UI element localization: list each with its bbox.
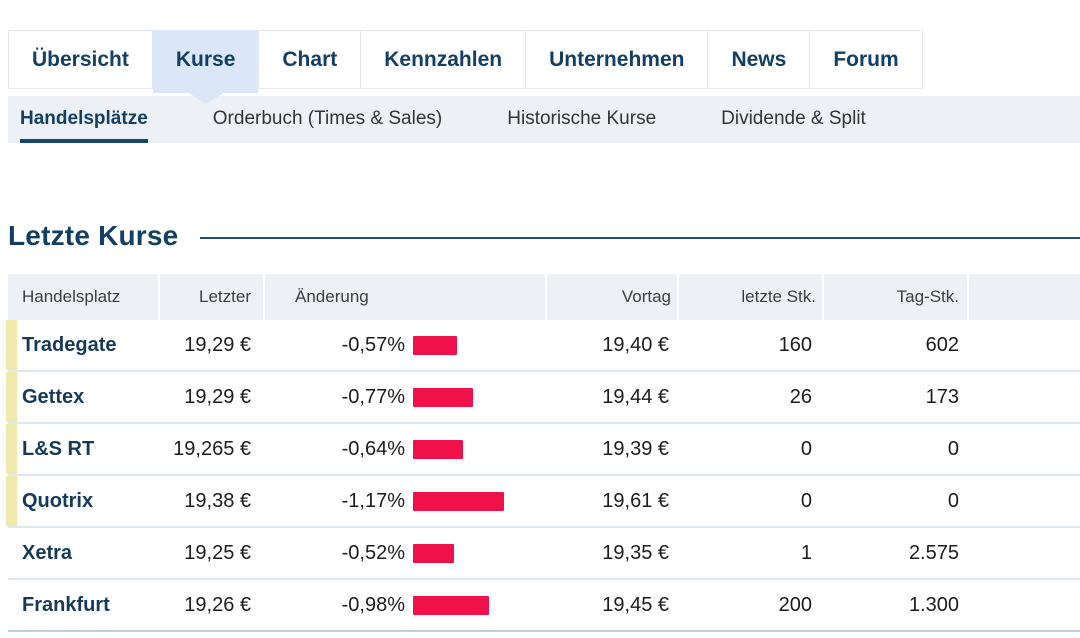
change-bar [413,439,463,459]
column-header-letzter: Letzter [158,274,263,320]
prev-close: 19,40 € [602,333,669,356]
change-percent: -1,17% [341,489,405,512]
prev-close: 19,39 € [602,437,669,460]
table-body: Tradegate 19,29 € -0,57% 19,40 € 160 602… [6,320,1080,632]
empty-cell [967,580,1080,630]
title-divider [200,237,1080,239]
change-percent: -0,57% [341,333,405,356]
prev-close: 19,35 € [602,541,669,564]
last-price: 19,29 € [184,385,251,408]
realtime-indicator [6,372,17,422]
table-row: Tradegate 19,29 € -0,57% 19,40 € 160 602 [6,320,1080,372]
last-quantity: 0 [800,489,812,512]
day-quantity: 2.575 [908,541,959,564]
day-quantity: 1.300 [908,593,959,616]
venue-link[interactable]: Frankfurt [22,593,110,616]
empty-cell [967,372,1080,422]
table-header: Handelsplatz Letzter Änderung Vortag letzte … [8,274,1080,320]
realtime-indicator [6,320,17,370]
empty-cell [967,320,1080,370]
last-quantity: 200 [778,593,812,616]
prev-close: 19,44 € [602,385,669,408]
tab-ubersicht[interactable]: Übersicht [8,30,152,89]
prev-close: 19,45 € [602,593,669,616]
venue-link[interactable]: L&S RT [22,437,95,460]
change-bar [413,491,504,511]
subtab-historische-kurse[interactable]: Historische Kurse [507,108,657,129]
sub-tabs: Handelsplätze Orderbuch (Times & Sales) Hi… [8,96,1080,143]
table-row: Gettex 19,29 € -0,77% 19,44 € 26 173 [6,372,1080,424]
tab-chart[interactable]: Chart [258,30,361,89]
tab-news[interactable]: News [707,30,810,89]
change-cell: -1,17% [263,476,545,526]
active-tab-extension [152,88,259,93]
last-price: 19,29 € [184,333,251,356]
realtime-indicator [6,476,17,526]
column-header-handelsplatz: Handelsplatz [22,287,121,306]
tab-unternehmen[interactable]: Unternehmen [525,30,708,89]
venue-link[interactable]: Quotrix [22,489,94,512]
change-cell: -0,64% [263,424,545,474]
last-price: 19,25 € [184,541,251,564]
change-cell: -0,77% [263,372,545,422]
tab-forum[interactable]: Forum [809,30,923,89]
column-header-anderung: Änderung [263,274,545,320]
change-percent: -0,64% [341,437,405,460]
change-percent: -0,98% [341,593,405,616]
venue-link[interactable]: Gettex [22,385,85,408]
column-header-vortag: Vortag [545,274,677,320]
prev-close: 19,61 € [602,489,669,512]
last-price: 19,26 € [184,593,251,616]
change-bar [413,543,454,563]
column-header-letzte-stk: letzte Stk. [677,274,822,320]
table-row: Quotrix 19,38 € -1,17% 19,61 € 0 0 [6,476,1080,528]
day-quantity: 0 [947,489,959,512]
last-price: 19,38 € [184,489,251,512]
change-bar [413,595,489,615]
subtab-dividende-split[interactable]: Dividende & Split [721,108,866,129]
day-quantity: 0 [947,437,959,460]
quotes-table: Handelsplatz Letzter Änderung Vortag letzte … [6,274,1080,632]
subtab-handelsplatze[interactable]: Handelsplätze [20,96,148,143]
realtime-indicator [6,424,17,474]
empty-cell [967,424,1080,474]
last-quantity: 0 [800,437,812,460]
tab-kennzahlen[interactable]: Kennzahlen [360,30,526,89]
last-price: 19,265 € [173,437,251,460]
empty-cell [967,476,1080,526]
last-quantity: 26 [789,385,812,408]
change-bar [413,387,473,407]
column-header-empty [967,274,1080,320]
page-title: Letzte Kurse [8,220,179,251]
change-percent: -0,52% [341,541,405,564]
section-header: Letzte Kurse [8,220,1080,252]
table-row: L&S RT 19,265 € -0,64% 19,39 € 0 0 [6,424,1080,476]
day-quantity: 173 [925,385,959,408]
change-cell: -0,98% [263,580,545,630]
table-row: Xetra 19,25 € -0,52% 19,35 € 1 2.575 [8,528,1080,580]
day-quantity: 602 [925,333,959,356]
caret-down-icon [186,92,225,104]
change-cell: -0,57% [263,320,545,370]
table-row: Frankfurt 19,26 € -0,98% 19,45 € 200 1.3… [8,580,1080,632]
venue-link[interactable]: Xetra [22,541,73,564]
last-quantity: 160 [778,333,812,356]
tab-kurse[interactable]: Kurse [151,30,259,104]
last-quantity: 1 [800,541,812,564]
main-tabs: Übersicht Kurse Chart Kennzahlen Unternehmen… [8,30,1080,104]
column-header-tag-stk: Tag-Stk. [822,274,967,320]
change-cell: -0,52% [263,528,545,578]
venue-link[interactable]: Tradegate [22,333,117,356]
subtab-orderbuch-times-sales[interactable]: Orderbuch (Times & Sales) [212,108,443,129]
change-percent: -0,77% [341,385,405,408]
change-bar [413,335,457,355]
empty-cell [967,528,1080,578]
